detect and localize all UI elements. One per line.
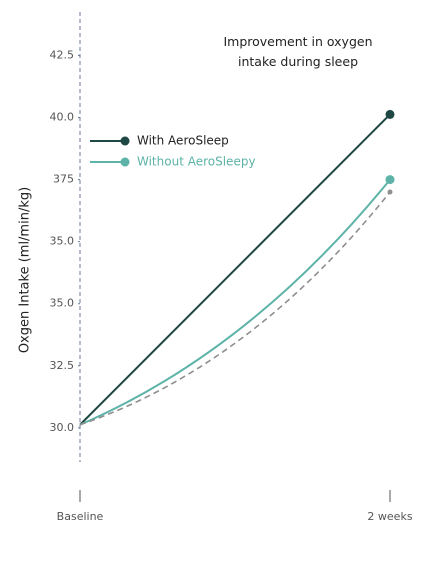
- series-line: [79, 191, 391, 426]
- series-line: [79, 178, 391, 426]
- y-tick-label: 40.0: [50, 111, 75, 124]
- legend-marker: [120, 136, 130, 146]
- x-tick-label: 2 weeks: [367, 510, 412, 523]
- chart-title: Improvement in oxygen intake during slee…: [223, 34, 373, 69]
- end-point: [385, 109, 395, 119]
- series-line: [79, 113, 391, 426]
- y-tick-label: 30.0: [50, 421, 75, 434]
- y-tick-label: 35.0: [50, 235, 75, 248]
- x-tick-label: Baseline: [57, 510, 104, 523]
- y-axis-label: Oxgen Intake (ml/min/kg): [18, 187, 33, 353]
- y-tick-label: 32.5: [50, 359, 75, 372]
- y-tick-label: 375: [53, 173, 74, 186]
- legend-label: Without AeroSleepy: [137, 155, 256, 169]
- legend-marker: [120, 157, 130, 167]
- end-point: [387, 189, 393, 195]
- y-tick-label: 35.0: [50, 297, 75, 310]
- end-point: [385, 175, 395, 185]
- y-tick-label: 42.5: [50, 48, 75, 61]
- legend-label: With AeroSleep: [137, 134, 229, 148]
